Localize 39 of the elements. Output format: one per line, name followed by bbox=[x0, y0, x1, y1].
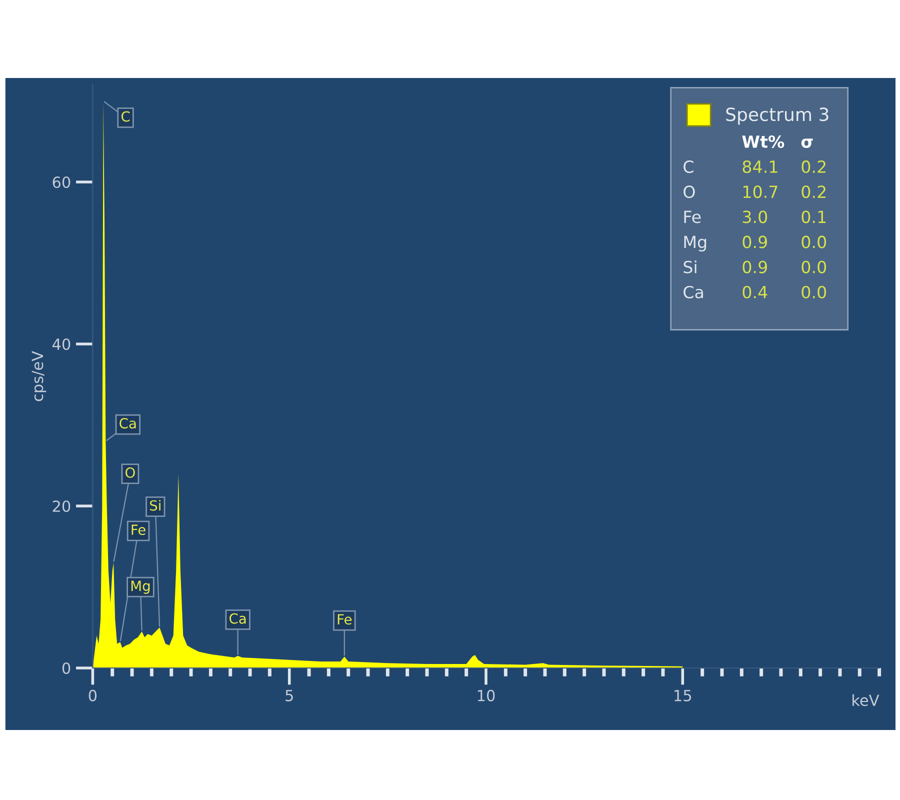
x-tick-label: 0 bbox=[88, 690, 97, 702]
annotation: Fe bbox=[132, 524, 146, 535]
annotation: O bbox=[126, 467, 135, 478]
annotation: Mg bbox=[131, 580, 150, 594]
annotation: 0.2 bbox=[802, 186, 826, 198]
annotation: σ bbox=[801, 138, 813, 148]
annotation: Ca bbox=[230, 613, 246, 624]
x-tick-label: 10 bbox=[478, 690, 495, 702]
annotation: 0.0 bbox=[802, 236, 826, 248]
x-tick-label: 5 bbox=[286, 690, 293, 702]
annotation: 0.9 bbox=[742, 236, 767, 248]
annotation: C bbox=[121, 111, 130, 122]
legend-label: Spectrum 3 bbox=[726, 108, 828, 125]
annotation: Wt% bbox=[742, 135, 784, 148]
annotation: 0.2 bbox=[802, 160, 826, 174]
annotation: Fe bbox=[338, 614, 352, 625]
y-tick-label: 40 bbox=[52, 338, 70, 350]
annotation: 0.1 bbox=[802, 210, 826, 224]
annotation: 3.0 bbox=[742, 210, 768, 224]
annotation: 0.4 bbox=[742, 286, 768, 298]
x-axis-title: keV bbox=[852, 694, 880, 706]
annotation: Si bbox=[150, 500, 160, 511]
annotation: 84.1 bbox=[742, 160, 778, 174]
annotation: C bbox=[684, 160, 694, 174]
annotation: O bbox=[684, 186, 695, 198]
annotation: Ca bbox=[684, 286, 703, 298]
annotation: Ca bbox=[120, 418, 136, 429]
annotation: 0.0 bbox=[802, 286, 826, 298]
x-tick-label: 15 bbox=[674, 690, 692, 702]
y-tick-label: 20 bbox=[52, 500, 70, 512]
annotation: 0.9 bbox=[742, 260, 767, 274]
y-tick-label: 60 bbox=[52, 176, 70, 188]
annotation: 10.7 bbox=[743, 186, 778, 198]
annotation: Fe bbox=[684, 210, 701, 224]
annotation: Mg bbox=[684, 236, 706, 252]
y-axis-title: cps/eV bbox=[32, 351, 46, 402]
annotation: 0.0 bbox=[802, 260, 826, 274]
y-tick-label: 0 bbox=[62, 662, 70, 674]
annotation: Si bbox=[684, 260, 696, 274]
